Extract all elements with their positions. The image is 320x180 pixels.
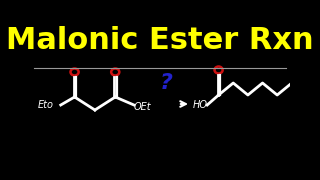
Text: HO: HO (193, 100, 208, 110)
Text: Malonic Ester Rxn: Malonic Ester Rxn (6, 26, 314, 55)
Text: ?: ? (160, 73, 173, 93)
Text: Eto: Eto (38, 100, 54, 110)
Text: OEt: OEt (134, 102, 152, 112)
